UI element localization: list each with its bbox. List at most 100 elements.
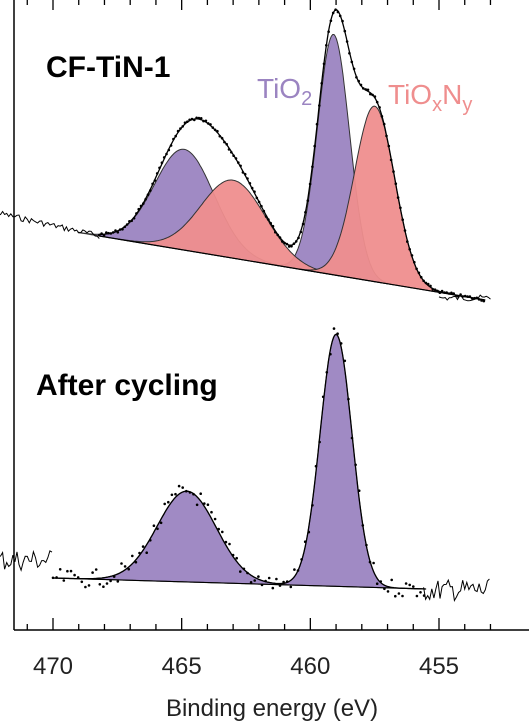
raw-data-point [248,182,252,185]
raw-data-point [436,289,439,293]
raw-data-point [163,502,166,506]
raw-data-point [149,539,152,542]
raw-data-point [188,118,191,122]
raw-data-point [228,542,231,546]
panel-after-cycling [0,327,490,602]
raw-data-point [181,125,184,128]
raw-data-point [336,10,340,14]
raw-data-point [224,540,228,544]
raw-data-point [329,19,333,23]
raw-data-point [413,260,416,264]
raw-data-point [167,500,170,504]
raw-data-point [459,293,462,296]
raw-data-point [336,332,339,336]
raw-data-point [293,568,296,571]
raw-data-point [80,580,84,584]
raw-data-point [193,118,196,122]
raw-data-point [373,95,377,98]
raw-data-point [217,527,220,531]
raw-data-point [339,342,343,345]
raw-data-point [424,281,428,285]
raw-data-point [364,88,368,91]
raw-data-point [368,560,372,564]
raw-data-point [149,189,152,192]
raw-data-point [264,579,267,583]
raw-data-point [239,164,242,168]
raw-data-point [361,524,365,527]
raw-data-point [105,231,108,234]
raw-data-point [454,294,458,298]
raw-data-point [318,440,321,444]
raw-data-point [213,517,217,521]
raw-data-point [269,221,273,225]
raw-data-point [332,327,336,330]
raw-data-point [249,581,253,584]
raw-data-point [100,232,103,235]
raw-data-point [306,199,310,202]
raw-data-point [348,52,351,55]
raw-data-point [318,104,321,107]
raw-data-point [225,142,228,146]
raw-data-point [76,576,80,579]
raw-data-point [468,295,472,298]
legend-label-tioxny: TiOxNy [388,79,472,116]
raw-data-point [457,295,460,298]
raw-data-point [345,40,349,43]
legend-label-tio2-base: TiO [257,73,301,104]
raw-data-point [111,231,115,234]
raw-data-point [275,577,278,581]
raw-data-point [433,288,437,292]
raw-data-point [431,288,435,291]
raw-data-point [301,222,305,226]
raw-data-point [327,30,330,33]
raw-data-point [216,129,219,133]
raw-data-point [338,14,342,18]
raw-data-point [276,233,280,237]
raw-data-point [285,580,289,583]
raw-data-point [253,190,256,193]
raw-data-point [362,87,365,90]
raw-data-point [440,289,444,293]
raw-data-point [116,231,120,234]
raw-data-point [271,224,275,228]
raw-data-point [116,580,120,583]
raw-data-point [380,115,384,118]
raw-data-point [410,254,414,257]
raw-data-point [475,296,479,300]
raw-data-point [282,580,285,584]
raw-data-point [114,229,117,232]
raw-data-point [290,245,293,248]
raw-data-point [188,491,192,494]
raw-data-point [321,395,325,399]
raw-data-point [125,223,129,226]
raw-data-point [366,88,370,92]
raw-data-point [98,583,102,586]
raw-data-point [378,106,381,109]
raw-data-point [192,492,195,496]
raw-data-point [227,148,231,151]
legend-label-tio2-sub: 2 [301,88,312,110]
raw-data-point [183,121,187,124]
raw-data-point [153,179,157,182]
raw-data-point [118,228,122,231]
raw-data-point [445,291,449,294]
raw-data-point [390,578,394,582]
panel-label-after-cycling: After cycling [36,369,218,402]
raw-data-point [304,211,307,214]
raw-data-point [450,291,453,295]
raw-data-point [477,298,481,301]
raw-data-point [271,586,275,590]
raw-data-point [181,486,184,489]
raw-data-point [151,182,154,186]
raw-data-point [267,576,271,580]
raw-data-right [423,578,490,602]
peak-tio2-1 [80,490,294,586]
raw-data-point [206,503,210,507]
raw-data-point [137,207,140,211]
raw-data-point [220,136,224,140]
x-axis-title: Binding energy (eV) [166,695,378,722]
raw-data-point [211,126,215,129]
raw-data-point [165,152,168,156]
raw-data-point [343,359,347,363]
